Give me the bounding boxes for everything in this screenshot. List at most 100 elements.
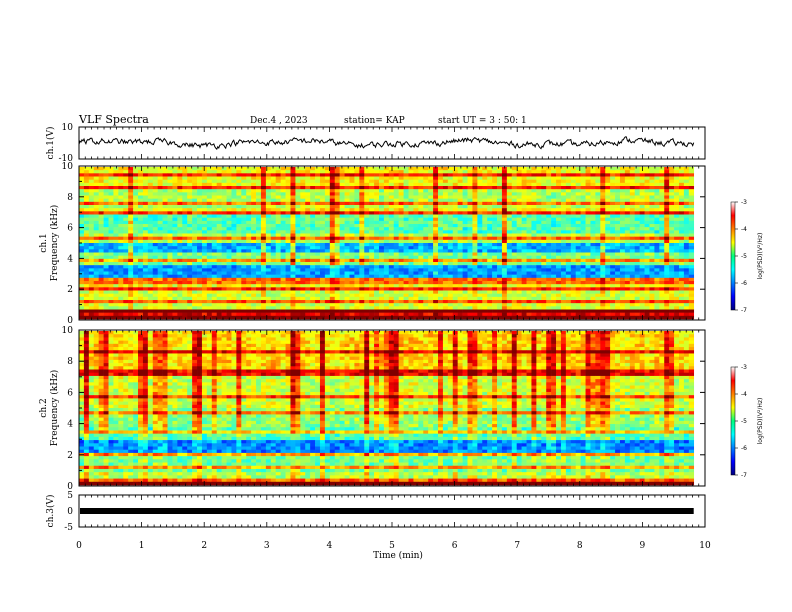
spectrogram-cell (88, 249, 95, 253)
spectrogram-cell (300, 265, 306, 269)
spectrogram-cell (398, 281, 404, 285)
spectrogram-cell (216, 262, 222, 266)
spectrogram-cell (152, 262, 158, 266)
spectrogram-cell (280, 208, 286, 212)
spectrogram-cell (556, 262, 562, 266)
spectrogram-cell (369, 173, 375, 177)
spectrogram-cell (654, 208, 660, 212)
spectrogram-cell (605, 220, 611, 225)
spectrogram-cell (172, 214, 178, 218)
spectrogram-cell (428, 182, 434, 187)
spectrogram-cell (123, 258, 129, 263)
spectrogram-cell (477, 274, 483, 279)
spectrogram-cell (221, 281, 227, 285)
spectrogram-cell (201, 176, 208, 180)
spectrogram-cell (118, 170, 124, 174)
spectrogram-cell (462, 195, 468, 199)
spectrogram-cell (551, 246, 557, 250)
spectrogram-cell (678, 224, 685, 228)
spectrogram-cell (265, 233, 272, 237)
spectrogram-cell (305, 239, 311, 244)
spectrogram-cell (683, 255, 690, 260)
spectrogram-cell (683, 249, 690, 253)
spectrogram-cell (359, 189, 365, 193)
spectrogram-cell (231, 214, 237, 218)
spectrogram-cell (521, 170, 527, 174)
spectrogram-cell (88, 170, 95, 174)
spectrogram-cell (472, 290, 478, 294)
spectrogram-cell (270, 179, 277, 184)
spectrogram-cell (147, 281, 154, 285)
spectrogram-cell (354, 224, 360, 228)
spectrogram-cell (551, 176, 557, 180)
spectrogram-cell (590, 170, 596, 174)
spectrogram-cell (428, 173, 434, 177)
spectrogram-cell (364, 249, 370, 253)
spectrogram-cell (580, 281, 586, 285)
spectrogram-cell (167, 284, 173, 288)
spectrogram-cell (472, 236, 478, 241)
spectrogram-cell (285, 281, 291, 285)
spectrogram-cell (378, 277, 385, 282)
spectrogram-cell (575, 281, 581, 285)
spectrogram-cell (187, 179, 193, 184)
spectrogram-cell (103, 265, 109, 269)
spectrogram-cell (595, 271, 601, 275)
spectrogram-cell (260, 201, 267, 206)
spectrogram-cell (639, 198, 645, 203)
spectrogram-cell (260, 182, 267, 187)
spectrogram-cell (241, 281, 247, 285)
spectrogram-cell (462, 233, 468, 237)
spectrogram-cell (260, 271, 267, 275)
spectrogram-cell (418, 217, 424, 222)
spectrogram-cell (167, 243, 173, 247)
spectrogram-cell (167, 176, 173, 180)
spectrogram-cell (492, 281, 498, 285)
spectrogram-cell (546, 236, 552, 241)
station-label: station= KAP (344, 116, 405, 126)
spectrogram-cell (487, 214, 493, 218)
spectrogram-cell (157, 243, 163, 247)
spectrogram-cell (192, 274, 198, 279)
spectrogram-cell (280, 214, 286, 218)
spectrogram-cell (526, 277, 532, 282)
spectrogram-cell (285, 198, 291, 203)
spectrogram-cell (374, 167, 380, 171)
spectrogram-cell (497, 211, 503, 215)
spectrogram-cell (88, 265, 95, 269)
spectrogram-cell (157, 205, 163, 209)
spectrogram-cell (167, 205, 173, 209)
spectrogram-cell (511, 192, 517, 196)
spectrogram-cell (369, 227, 375, 231)
spectrogram-cell (256, 167, 262, 171)
spectrogram-cell (290, 255, 296, 260)
spectrogram-cell (393, 170, 399, 174)
spectrogram-cell (378, 220, 385, 225)
spectrogram-cell (556, 230, 562, 234)
spectrogram-cell (378, 281, 385, 285)
spectrogram-cell (246, 265, 252, 269)
spectrogram-cell (506, 186, 513, 190)
spectrogram-cell (113, 198, 119, 203)
spectrogram-cell (275, 220, 281, 225)
spectrogram-cell (560, 189, 567, 193)
spectrogram-cell (492, 227, 498, 231)
spectrogram-cell (138, 224, 144, 228)
spectrogram-cell (629, 243, 636, 247)
spectrogram-cell (344, 249, 350, 253)
spectrogram-cell (315, 176, 321, 180)
spectrogram-cell (408, 205, 414, 209)
spectrogram-cell (462, 211, 468, 215)
spectrogram-cell (492, 252, 498, 256)
spectrogram-cell (619, 274, 626, 279)
spectrogram-cell (88, 239, 95, 244)
spectrogram-cell (231, 167, 237, 171)
spectrogram-cell (526, 173, 532, 177)
spectrogram-cell (624, 227, 631, 231)
spectrogram-cell (433, 233, 439, 237)
spectrogram-cell (147, 173, 154, 177)
spectrogram-cell (624, 236, 631, 241)
spectrogram-cell (241, 290, 247, 294)
spectrogram-cell (364, 239, 370, 244)
spectrogram-cell (639, 239, 645, 244)
